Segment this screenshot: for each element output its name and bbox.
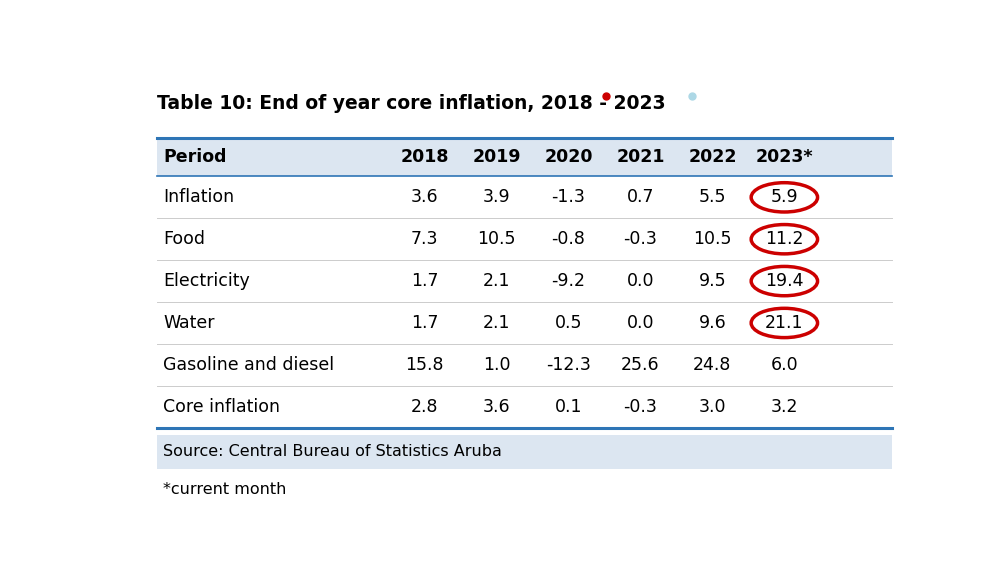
Text: 2023*: 2023*: [756, 149, 813, 166]
Text: 25.6: 25.6: [621, 356, 660, 374]
Text: 0.5: 0.5: [554, 314, 583, 332]
Text: 5.5: 5.5: [699, 188, 726, 206]
Text: 2.1: 2.1: [483, 314, 510, 332]
Text: 7.3: 7.3: [411, 230, 438, 248]
Text: 1.7: 1.7: [411, 314, 438, 332]
Text: 3.2: 3.2: [770, 398, 798, 416]
Text: 2021: 2021: [616, 149, 664, 166]
Text: Gasoline and diesel: Gasoline and diesel: [163, 356, 335, 374]
Text: 0.7: 0.7: [627, 188, 654, 206]
Text: -1.3: -1.3: [551, 188, 586, 206]
Text: 0.0: 0.0: [627, 272, 654, 290]
Text: -0.3: -0.3: [624, 230, 657, 248]
Text: 5.9: 5.9: [770, 188, 798, 206]
Text: 2019: 2019: [473, 149, 521, 166]
Text: 1.7: 1.7: [411, 272, 438, 290]
Text: Inflation: Inflation: [163, 188, 235, 206]
Text: -12.3: -12.3: [546, 356, 591, 374]
Text: 6.0: 6.0: [770, 356, 798, 374]
Text: 3.6: 3.6: [483, 398, 510, 416]
Text: 2.8: 2.8: [411, 398, 438, 416]
Text: 10.5: 10.5: [477, 230, 516, 248]
Text: 15.8: 15.8: [405, 356, 444, 374]
Text: 0.0: 0.0: [627, 314, 654, 332]
Text: 2.1: 2.1: [483, 272, 510, 290]
Text: -0.3: -0.3: [624, 398, 657, 416]
Text: 1.0: 1.0: [483, 356, 510, 374]
Text: 11.2: 11.2: [765, 230, 803, 248]
Text: 9.6: 9.6: [699, 314, 727, 332]
Text: 0.1: 0.1: [554, 398, 583, 416]
Bar: [157, 138, 891, 176]
Text: Electricity: Electricity: [163, 272, 250, 290]
Text: -0.8: -0.8: [551, 230, 586, 248]
Text: 3.0: 3.0: [699, 398, 726, 416]
Text: Source: Central Bureau of Statistics Aruba: Source: Central Bureau of Statistics Aru…: [163, 444, 502, 460]
Text: Table 10: End of year core inflation, 2018 - 2023: Table 10: End of year core inflation, 20…: [157, 94, 666, 113]
Text: 21.1: 21.1: [765, 314, 803, 332]
Text: 2018: 2018: [400, 149, 449, 166]
Text: Core inflation: Core inflation: [163, 398, 280, 416]
Text: 3.6: 3.6: [410, 188, 438, 206]
Text: Period: Period: [163, 149, 227, 166]
Text: 19.4: 19.4: [765, 272, 803, 290]
Text: Food: Food: [163, 230, 206, 248]
Text: 10.5: 10.5: [694, 230, 732, 248]
Text: *current month: *current month: [163, 483, 287, 498]
Text: 2022: 2022: [688, 149, 737, 166]
Text: 2020: 2020: [544, 149, 593, 166]
Text: 9.5: 9.5: [699, 272, 726, 290]
Text: -9.2: -9.2: [551, 272, 586, 290]
Bar: [157, 435, 891, 469]
Text: 3.9: 3.9: [483, 188, 510, 206]
Text: 24.8: 24.8: [694, 356, 732, 374]
Text: Water: Water: [163, 314, 215, 332]
